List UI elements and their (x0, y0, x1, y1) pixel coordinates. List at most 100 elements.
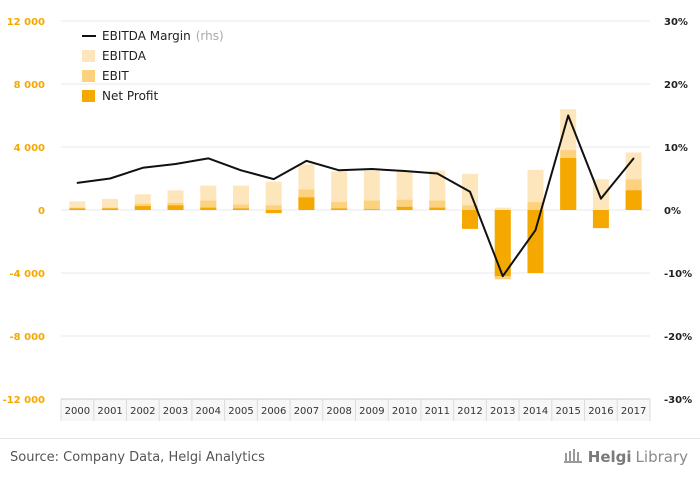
net-profit-bar (363, 209, 380, 210)
left-tick-label: -8 000 (10, 332, 46, 343)
ebitda-margin-point (600, 197, 602, 200)
ebitda-margin-point (76, 182, 79, 184)
ebitda-bar (527, 169, 544, 210)
legend-swatch (82, 90, 95, 102)
left-tick-label: 0 (38, 206, 45, 217)
ebitda-bar (429, 170, 446, 210)
x-tick-label: 2015 (555, 406, 580, 417)
ebitda-bar (232, 185, 249, 210)
x-tick-label: 2016 (588, 406, 613, 417)
x-tick-label: 2002 (130, 406, 155, 417)
ebitda-bar (494, 207, 511, 210)
left-tick-label: 12 000 (7, 17, 45, 28)
footer-divider (0, 438, 700, 439)
ebitda-margin-point (338, 169, 340, 172)
net-profit-bar (625, 190, 642, 210)
ebitda-margin-point (403, 170, 406, 172)
net-profit-bar (462, 210, 479, 229)
net-profit-bar (69, 208, 86, 210)
net-profit-bar (429, 207, 446, 210)
ebitda-margin-point (142, 166, 144, 169)
net-profit-bar (134, 206, 151, 210)
legend-label: Net Profit (102, 89, 158, 103)
legend-label: EBITDA Margin (102, 29, 191, 43)
legend-swatch (82, 70, 95, 82)
net-profit-bar (298, 197, 315, 210)
ebitda-margin-point (174, 163, 177, 165)
legend-label: EBITDA (102, 49, 147, 63)
x-tick-label: 2006 (261, 406, 286, 417)
logo-brand: Helgi (587, 448, 632, 466)
right-tick-label: 10% (664, 143, 688, 154)
building-icon (563, 447, 584, 467)
right-tick-label: 0% (664, 206, 681, 217)
ebit-bar (527, 202, 544, 210)
source-note: Source: Company Data, Helgi Analytics (10, 450, 265, 465)
ebit-bar (200, 200, 217, 210)
ebit-bar (331, 202, 348, 210)
net-profit-bar (265, 210, 282, 214)
ebitda-margin-point (272, 178, 275, 180)
legend-label: EBIT (102, 69, 129, 83)
legend-note: (rhs) (196, 29, 224, 43)
ebitda-bar (363, 170, 380, 210)
ebitda-margin-point (632, 157, 635, 160)
net-profit-bar (592, 210, 609, 229)
ebit-bar (363, 200, 380, 210)
ebit-bar (462, 205, 479, 210)
ebitda-margin-point (371, 168, 373, 170)
ebit-bar (232, 204, 249, 210)
ebit-bar (429, 200, 446, 210)
x-tick-label: 2009 (359, 406, 384, 417)
ebit-bar (265, 205, 282, 210)
ebitda-margin-line (77, 114, 635, 278)
ebitda-margin-point (207, 157, 210, 160)
ebitda-margin-point (501, 275, 504, 277)
line-layer (76, 114, 635, 278)
helgi-library-logo[interactable]: Helgi Library (563, 447, 688, 467)
ebitda-margin-point (567, 114, 569, 117)
ebitda-bar (265, 181, 282, 210)
ebitda-bar (69, 201, 86, 210)
net-profit-bar (527, 210, 544, 273)
net-profit-bar (494, 210, 511, 277)
x-tick-label: 2004 (196, 406, 221, 417)
x-tick-label: 2003 (163, 406, 188, 417)
chart-svg: 12 000 8 000 4 000 0 -4 000 -8 000 -12 000 30% 2… (3, 17, 692, 421)
x-tick-label: 2011 (425, 406, 450, 417)
x-tick-label: 2007 (294, 406, 319, 417)
net-profit-bar (102, 208, 119, 210)
x-tick-label: 2017 (621, 406, 646, 417)
ebitda-margin-point (109, 177, 111, 180)
right-tick-label: 30% (664, 17, 688, 28)
axis-layer: 12 000 8 000 4 000 0 -4 000 -8 000 -12 000 30% 2… (3, 17, 692, 421)
right-tick-label: 20% (664, 80, 688, 91)
x-tick-label: 2001 (97, 406, 122, 417)
x-tick-label: 2013 (490, 406, 515, 417)
net-profit-bar (232, 208, 249, 210)
left-tick-label: -4 000 (10, 269, 46, 280)
left-tick-label: 4 000 (14, 143, 45, 154)
x-tick-label: 2012 (457, 406, 482, 417)
legend-swatch (82, 50, 95, 62)
net-profit-bar (200, 207, 217, 210)
right-tick-label: -30% (664, 395, 692, 406)
x-tick-label: 2008 (326, 406, 351, 417)
net-profit-bar (167, 205, 184, 210)
left-tick-label: -12 000 (3, 395, 45, 406)
x-tick-label: 2000 (65, 406, 90, 417)
ebitda-margin-point (436, 172, 439, 175)
net-profit-bar (331, 208, 348, 210)
bars-layer (69, 109, 642, 280)
x-tick-label: 2010 (392, 406, 417, 417)
net-profit-bar (396, 206, 413, 210)
left-tick-label: 8 000 (14, 80, 45, 91)
x-tick-label: 2014 (523, 406, 548, 417)
ebitda-margin-point (240, 169, 242, 172)
x-tick-label: 2005 (228, 406, 253, 417)
ebitda-margin-point (305, 160, 308, 162)
legend: EBITDA Margin (rhs) EBITDA EBIT Net Profit (82, 29, 224, 103)
ebitda-margin-point (534, 229, 537, 231)
ebitda-bar (102, 198, 119, 210)
